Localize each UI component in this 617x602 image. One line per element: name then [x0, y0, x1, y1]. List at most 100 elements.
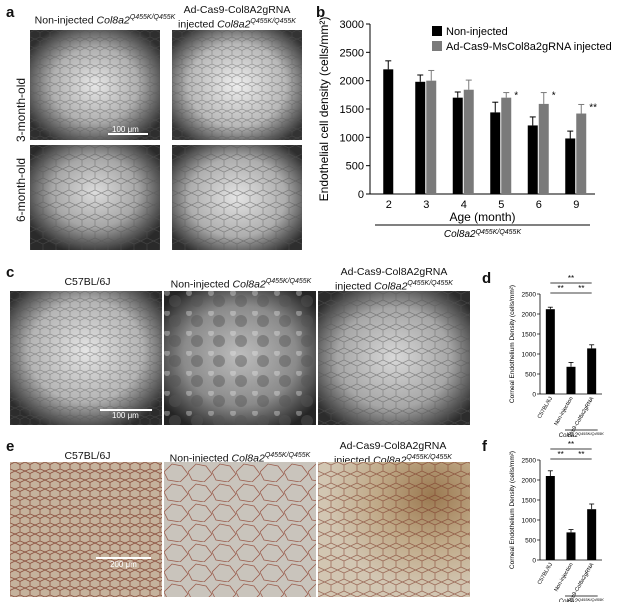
- y-tick-label: 500: [525, 372, 536, 379]
- bar: [566, 532, 576, 560]
- x-tick-label: 5: [498, 199, 504, 211]
- significance-mark: **: [558, 450, 564, 459]
- panel-a-col1-title: Non-injected Col8a2Q455K/Q455K: [30, 12, 180, 27]
- significance-mark: **: [558, 284, 564, 293]
- bar: [587, 348, 597, 394]
- y-tick-label: 1500: [522, 332, 537, 339]
- allele-superscript: Q455K/Q455K: [407, 280, 453, 287]
- bar: [463, 89, 474, 194]
- x-group-label: Col8a2Q455K/Q455K: [444, 229, 522, 241]
- y-tick-label: 2000: [522, 312, 537, 319]
- bar: [415, 81, 426, 194]
- y-tick-label: 0: [532, 558, 536, 565]
- allele-superscript: Q455K/Q455K: [264, 452, 311, 459]
- significance-mark: *: [552, 91, 556, 102]
- y-tick-label: 500: [346, 161, 364, 173]
- legend-label: Ad-Cas9-MsCol8a2gRNA injected: [446, 41, 612, 53]
- legend-swatch: [432, 26, 442, 36]
- title-line1: Ad-Cas9-Col8A2gRNA: [183, 4, 291, 16]
- allele-superscript: Q455K/Q455K: [406, 454, 452, 461]
- bar: [501, 97, 512, 194]
- micrograph-c-noninj: [164, 291, 316, 425]
- gene-name: Col8a2: [96, 14, 130, 27]
- row-label-3-month: 3-month-old: [14, 77, 28, 142]
- x-tick-label: 4: [461, 199, 467, 211]
- row-label-6-month: 6-month-old: [14, 157, 28, 222]
- panel-c-col2-title: Non-injected Col8a2Q455K/Q455K: [162, 276, 320, 291]
- scale-bar-c: [100, 409, 152, 411]
- y-tick-label: 500: [525, 538, 536, 545]
- panel-d-label: d: [482, 270, 492, 287]
- gene-name: Col8a2: [374, 280, 408, 293]
- gene-name: Col8a2: [217, 18, 251, 31]
- significance-mark: **: [568, 440, 574, 449]
- y-axis-label: Endothelial cell density (cells/mm²): [317, 17, 331, 202]
- allele-superscript: Q455K/Q455K: [129, 14, 176, 21]
- histology-e-inj: [318, 462, 470, 597]
- micrograph-a-noninj-6m: [30, 145, 160, 250]
- chart-f: 0 500 1000 1500 2000 2500 C57BL/6J Non-injectio…: [509, 440, 604, 602]
- title-line1: Ad-Cas9-Col8A2gRNA: [340, 266, 448, 278]
- bar: [545, 309, 555, 394]
- y-axis-label: Corneal Endothelium Density (cells/mm²): [509, 285, 516, 403]
- y-tick-label: 2500: [522, 292, 537, 299]
- bar: [538, 103, 549, 194]
- panel-e-col1-title: C57BL/6J: [64, 450, 111, 462]
- title-text: Non-injected: [169, 452, 232, 465]
- panel-e-label: e: [6, 438, 15, 455]
- chart-b: 0 500 1000 1500 2000 2500 3000 2 3 4 5 * 6 * 9 ** Non-in…: [317, 17, 612, 241]
- bar: [566, 366, 576, 394]
- gene-name: Col8a2: [231, 452, 265, 465]
- micrograph-c-inj: [318, 291, 470, 425]
- bar: [565, 138, 576, 194]
- y-tick-label: 1000: [522, 518, 537, 525]
- significance-mark: **: [578, 450, 584, 459]
- bar: [576, 113, 587, 194]
- scale-text-a: 100 μm: [112, 125, 139, 134]
- bar: [587, 509, 597, 560]
- panel-a-label: a: [6, 4, 15, 21]
- micrograph-a-inj-6m: [172, 145, 302, 250]
- scale-text-e: 200 μm: [110, 560, 137, 569]
- gene-name: Col8a2: [232, 278, 266, 291]
- scale-bar-e: [96, 557, 151, 559]
- y-tick-label: 2500: [522, 458, 537, 465]
- panel-c-label: c: [6, 264, 15, 281]
- x-axis-label: Age (month): [449, 210, 515, 224]
- y-tick-label: 2500: [340, 47, 364, 59]
- x-tick-label: Non-injection: [553, 562, 574, 593]
- bar: [452, 97, 463, 194]
- x-group-label: Col8a2Q455K/Q455K: [559, 597, 604, 602]
- micrograph-a-inj-3m: [172, 30, 302, 140]
- panel-c-col3-title: Ad-Cas9-Col8A2gRNA injected Col8a2Q455K/…: [320, 266, 468, 293]
- y-tick-label: 2000: [522, 478, 537, 485]
- legend-label: Non-injected: [446, 26, 508, 38]
- x-tick-label: 9: [573, 199, 579, 211]
- panel-e-col2-title: Non-injected Col8a2Q455K/Q455K: [160, 450, 320, 465]
- y-tick-label: 2000: [340, 76, 364, 88]
- histology-e-noninj: [164, 462, 316, 597]
- x-tick-label: Non-injection: [553, 396, 574, 427]
- significance-mark: **: [589, 102, 597, 113]
- micrograph-c-c57: [10, 291, 162, 425]
- legend-swatch: [432, 41, 442, 51]
- significance-mark: *: [514, 91, 518, 102]
- title-line1: Ad-Cas9-Col8A2gRNA: [339, 440, 447, 452]
- y-tick-label: 0: [358, 189, 364, 201]
- bar: [545, 476, 555, 560]
- title-text: Non-injected: [170, 278, 233, 291]
- bar: [490, 112, 501, 194]
- y-tick-label: 1500: [340, 104, 364, 116]
- title-text: injected: [335, 280, 375, 293]
- title-text: injected: [178, 18, 218, 31]
- scale-text-c: 100 μm: [112, 411, 139, 420]
- x-tick-label: 2: [386, 199, 392, 211]
- x-tick-label: 3: [423, 199, 429, 211]
- x-tick-label: C57BL/6J: [537, 562, 554, 586]
- micrograph-a-noninj-3m: [30, 30, 160, 140]
- y-tick-label: 3000: [340, 19, 364, 31]
- y-tick-label: 1500: [522, 498, 537, 505]
- title-text: Non-injected: [34, 14, 97, 27]
- chart-d: 0 500 1000 1500 2000 2500 C57BL/6J Non-injectio…: [509, 274, 604, 437]
- bar: [527, 125, 538, 194]
